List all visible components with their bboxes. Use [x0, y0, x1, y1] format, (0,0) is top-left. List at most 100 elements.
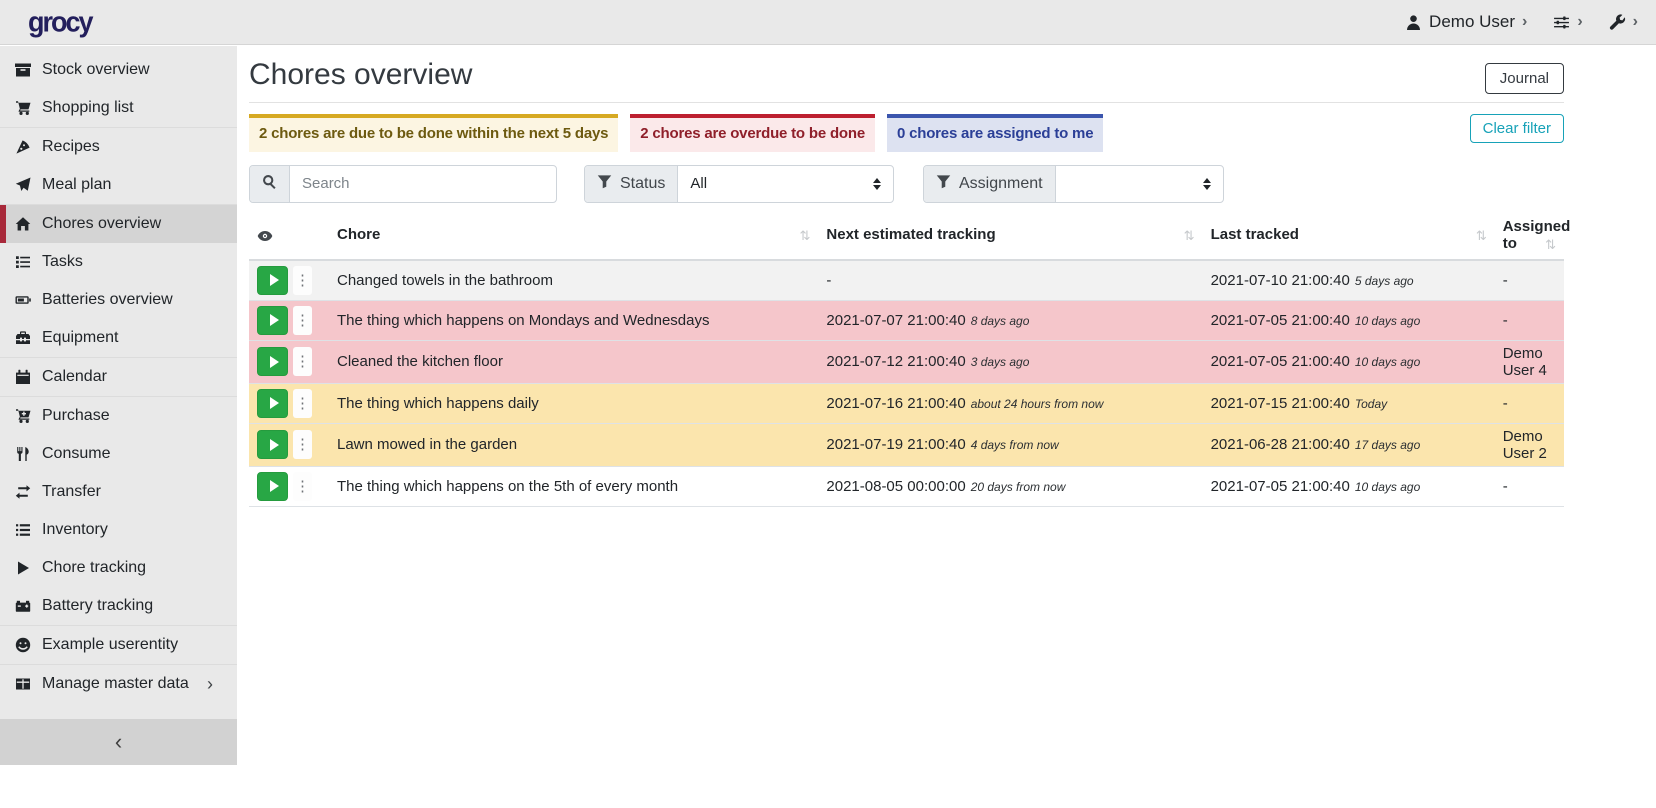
- sidebar-item-label: Purchase: [42, 407, 110, 424]
- settings-menu[interactable]: ›: [1553, 13, 1583, 31]
- sidebar-item-consume[interactable]: Consume: [0, 435, 237, 473]
- status-select[interactable]: All: [678, 166, 893, 202]
- row-menu-button[interactable]: ⋮: [293, 347, 312, 376]
- sidebar-item-recipes[interactable]: Recipes: [0, 128, 237, 166]
- search-group: [249, 164, 557, 203]
- chore-name: The thing which happens daily: [337, 394, 539, 412]
- assigned-user: Demo User 2: [1502, 427, 1547, 462]
- chore-name: The thing which happens on Mondays and W…: [337, 311, 710, 329]
- table-row: ⋮ Changed towels in the bathroom - 2021-07-…: [249, 259, 1564, 300]
- journal-button[interactable]: Journal: [1484, 62, 1564, 94]
- select-caret-icon: [873, 177, 881, 190]
- last-tracked-time: 2021-07-10 21:00:40: [1210, 271, 1350, 289]
- filter-icon: [936, 174, 951, 194]
- sidebar-item-battery-tracking[interactable]: Battery tracking: [0, 587, 237, 625]
- sidebar-item-label: Stock overview: [42, 61, 150, 78]
- sidebar-item-batteries-overview[interactable]: Batteries overview: [0, 281, 237, 319]
- checklist-icon: [13, 254, 33, 270]
- track-chore-execution-button[interactable]: [257, 430, 288, 459]
- sidebar-nav: Stock overview Shopping list Recipes Meal p…: [0, 46, 237, 719]
- toolbox-icon: [13, 330, 33, 346]
- play-icon: [269, 397, 279, 409]
- last-tracked-time: 2021-07-05 21:00:40: [1210, 311, 1350, 329]
- car-battery-icon: [13, 598, 33, 614]
- assignment-addon: Assignment: [924, 165, 1056, 202]
- sidebar-item-label: Manage master data: [42, 675, 189, 692]
- column-header-chore[interactable]: Chore ⇅: [329, 214, 819, 261]
- banner-row: 2 chores are due to be done within the n…: [249, 114, 1564, 152]
- row-menu-button[interactable]: ⋮: [293, 265, 312, 295]
- track-chore-execution-button[interactable]: [257, 471, 288, 501]
- sidebar-item-label: Transfer: [42, 483, 101, 500]
- column-header-visibility[interactable]: [249, 214, 329, 261]
- grocy-logo[interactable]: grocy: [28, 5, 94, 38]
- row-menu-button[interactable]: ⋮: [293, 305, 312, 335]
- select-caret-icon: [1203, 177, 1211, 190]
- main-content: Chores overview Journal 2 chores are due…: [237, 46, 1656, 808]
- next-tracking-relative: about 24 hours from now: [970, 396, 1104, 411]
- next-tracking-time: 2021-07-12 21:00:40: [826, 353, 966, 370]
- sidebar-item-tasks[interactable]: Tasks: [0, 243, 237, 281]
- user-menu[interactable]: Demo User ›: [1405, 12, 1527, 32]
- chore-name: Changed towels in the bathroom: [337, 271, 553, 289]
- column-header-last-tracked[interactable]: Last tracked ⇅: [1202, 214, 1495, 261]
- search-input[interactable]: [290, 165, 556, 202]
- status-banner-info[interactable]: 0 chores are assigned to me: [886, 114, 1104, 152]
- search-icon: [262, 174, 277, 194]
- assigned-user: -: [1502, 394, 1508, 412]
- sidebar-item-calendar[interactable]: Calendar: [0, 358, 237, 396]
- sidebar-item-transfer[interactable]: Transfer: [0, 473, 237, 511]
- track-chore-execution-button[interactable]: [257, 347, 288, 376]
- sidebar-item-inventory[interactable]: Inventory: [0, 511, 237, 549]
- chore-name: Lawn mowed in the garden: [337, 436, 518, 453]
- row-menu-button[interactable]: ⋮: [293, 430, 312, 459]
- sidebar-item-shopping-list[interactable]: Shopping list: [0, 89, 237, 127]
- assignment-select[interactable]: [1056, 166, 1223, 202]
- last-tracked-relative: 17 days ago: [1354, 438, 1421, 452]
- sidebar-item-label: Calendar: [42, 368, 107, 385]
- chevron-right-icon: ›: [1577, 13, 1583, 30]
- sidebar-item-label: Example userentity: [42, 636, 179, 653]
- sort-icon: ⇅: [1545, 236, 1556, 252]
- sidebar-item-purchase[interactable]: Purchase: [0, 397, 237, 435]
- sidebar-item-equipment[interactable]: Equipment: [0, 319, 237, 357]
- assignment-filter-group: Assignment: [923, 164, 1224, 203]
- status-addon: Status: [585, 165, 679, 202]
- assignment-filter-label: Assignment: [959, 174, 1043, 192]
- status-banner-warning[interactable]: 2 chores are due to be done within the n…: [249, 114, 619, 152]
- row-menu-button[interactable]: ⋮: [293, 471, 312, 501]
- sidebar-item-chores-overview[interactable]: Chores overview: [0, 205, 237, 243]
- chevron-right-icon: ›: [1632, 13, 1638, 30]
- sidebar-item-label: Meal plan: [42, 176, 112, 193]
- track-chore-execution-button[interactable]: [257, 388, 288, 418]
- column-header-assigned-to[interactable]: Assigned to ⇅: [1494, 214, 1570, 261]
- track-chore-execution-button[interactable]: [257, 305, 288, 335]
- admin-menu[interactable]: ›: [1609, 14, 1638, 31]
- sidebar-item-manage-master-data[interactable]: Manage master data ›: [0, 665, 237, 703]
- status-banner-danger[interactable]: 2 chores are overdue to be done: [630, 114, 875, 152]
- last-tracked-relative: 10 days ago: [1354, 313, 1421, 328]
- chores-table-body: ⋮ Changed towels in the bathroom - 2021-07-…: [249, 259, 1564, 506]
- next-tracking-time: 2021-07-07 21:00:40: [826, 311, 966, 329]
- chore-name: Cleaned the kitchen floor: [337, 353, 503, 370]
- assigned-user: -: [1502, 271, 1508, 289]
- user-menu-label: Demo User: [1429, 12, 1516, 31]
- sidebar-item-example-userentity[interactable]: Example userentity: [0, 626, 237, 664]
- navbar-menus: Demo User › › ›: [1405, 12, 1638, 32]
- wrench-icon: [1609, 13, 1626, 31]
- track-chore-execution-button[interactable]: [257, 265, 288, 295]
- play-icon: [269, 480, 279, 492]
- home-icon: [13, 216, 33, 232]
- sidebar-collapse-button[interactable]: ‹: [0, 719, 237, 765]
- next-tracking-relative: 3 days ago: [970, 355, 1030, 369]
- row-menu-button[interactable]: ⋮: [293, 388, 312, 418]
- sidebar-item-stock-overview[interactable]: Stock overview: [0, 51, 237, 89]
- sidebar-item-meal-plan[interactable]: Meal plan: [0, 166, 237, 204]
- sidebar-item-label: Battery tracking: [42, 597, 154, 614]
- sidebar-item-chore-tracking[interactable]: Chore tracking: [0, 549, 237, 587]
- filter-icon: [597, 174, 612, 194]
- table-row: ⋮ Cleaned the kitchen floor 2021-07-12 21:…: [249, 340, 1564, 383]
- top-navbar: grocy Demo User › › ›: [0, 0, 1656, 45]
- column-header-next-tracking[interactable]: Next estimated tracking ⇅: [818, 214, 1203, 261]
- clear-filter-button[interactable]: Clear filter: [1469, 114, 1564, 143]
